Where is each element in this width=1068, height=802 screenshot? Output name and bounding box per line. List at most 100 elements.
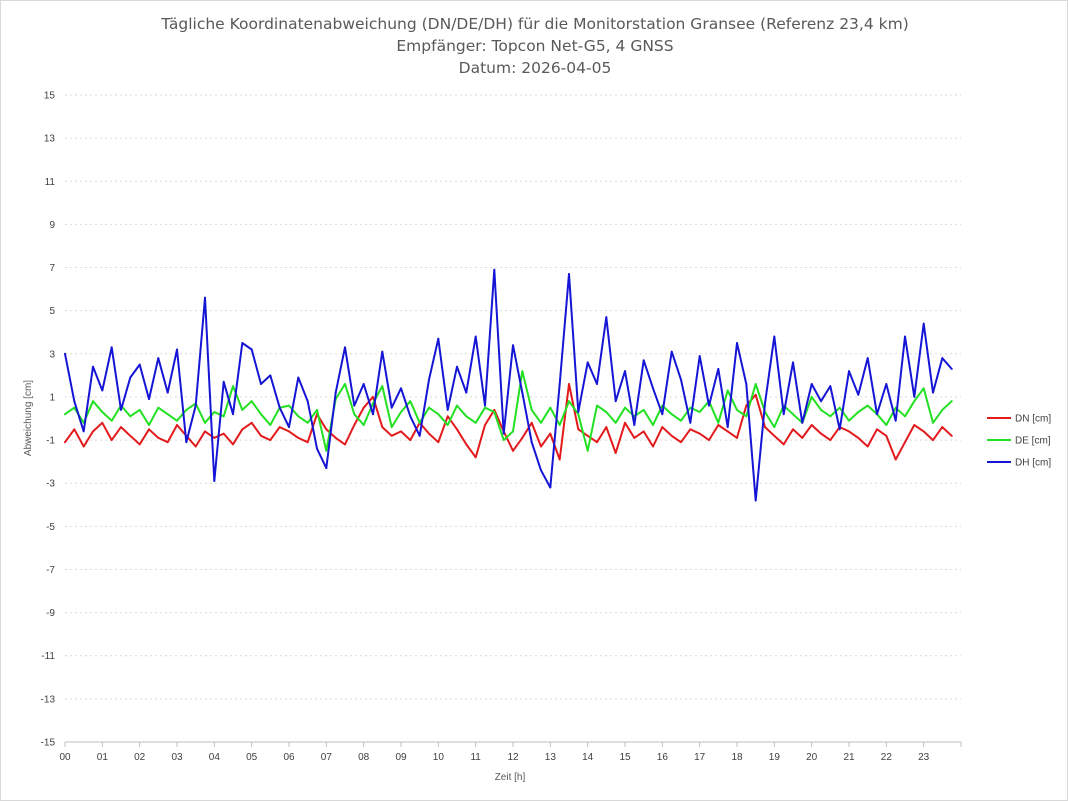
- data-point: [456, 428, 458, 431]
- data-point: [260, 434, 262, 437]
- data-point: [745, 383, 748, 385]
- data-point: [213, 480, 216, 482]
- data-point: [661, 413, 664, 416]
- data-point: [120, 409, 122, 411]
- data-point: [904, 441, 906, 444]
- data-point: [754, 499, 757, 502]
- x-tick-label: 19: [769, 752, 781, 763]
- data-point: [288, 430, 290, 433]
- x-tick-label: 10: [433, 752, 445, 763]
- data-point: [941, 409, 944, 411]
- data-point: [92, 400, 94, 403]
- data-point: [390, 434, 393, 437]
- data-point: [474, 335, 477, 338]
- data-point: [950, 400, 953, 403]
- data-point: [558, 424, 561, 426]
- data-point: [428, 378, 430, 381]
- data-point: [334, 437, 337, 439]
- chart-title-line-1: Tägliche Koordinatenabweichung (DN/DE/DH…: [160, 15, 909, 33]
- data-point: [129, 415, 132, 418]
- y-tick-label: 13: [44, 134, 56, 145]
- data-point: [474, 456, 477, 459]
- data-point: [652, 387, 654, 390]
- y-axis-title: Abweichung [cm]: [23, 380, 34, 456]
- data-point: [316, 447, 318, 450]
- data-point: [857, 437, 860, 439]
- y-tick-label: 15: [44, 91, 56, 102]
- data-point: [213, 437, 216, 439]
- data-point: [726, 389, 729, 392]
- data-point: [381, 350, 384, 353]
- data-point: [204, 430, 206, 433]
- data-point: [278, 426, 281, 428]
- data-point: [820, 400, 822, 403]
- data-point: [418, 434, 421, 437]
- data-point: [894, 458, 897, 461]
- data-point: [390, 406, 393, 409]
- data-point: [530, 421, 533, 424]
- data-point: [792, 428, 794, 431]
- data-point: [820, 409, 822, 411]
- data-point: [148, 428, 150, 431]
- data-point: [381, 426, 384, 428]
- data-point: [932, 421, 934, 424]
- data-point: [577, 428, 580, 431]
- y-tick-label: 7: [49, 263, 55, 274]
- x-tick-label: 18: [731, 752, 743, 763]
- series-layer: [64, 268, 953, 502]
- data-point: [148, 398, 150, 400]
- data-point: [848, 430, 850, 433]
- data-point: [362, 406, 365, 409]
- data-point: [129, 376, 132, 379]
- data-point: [101, 389, 104, 392]
- x-tick-label: 06: [283, 752, 295, 763]
- x-tick-label: 01: [97, 752, 109, 763]
- series-line: [64, 268, 953, 502]
- data-point: [568, 383, 570, 385]
- data-point: [624, 406, 626, 409]
- data-point: [512, 430, 514, 433]
- data-point: [166, 441, 169, 444]
- y-tick-label: -3: [46, 479, 55, 490]
- y-tick-label: 9: [49, 220, 55, 231]
- data-point: [885, 434, 888, 437]
- data-point: [680, 441, 682, 444]
- data-point: [372, 413, 374, 416]
- y-tick-label: -11: [41, 651, 55, 662]
- data-point: [353, 413, 356, 416]
- x-tick-label: 09: [395, 752, 407, 763]
- data-point: [92, 365, 94, 368]
- data-point: [110, 439, 113, 441]
- data-point: [269, 374, 272, 377]
- data-point: [568, 400, 570, 403]
- data-point: [241, 428, 244, 431]
- data-point: [232, 413, 234, 416]
- x-tick-label: 00: [59, 752, 71, 763]
- data-point: [689, 428, 692, 431]
- data-point: [185, 441, 188, 444]
- data-point: [446, 415, 449, 418]
- chart-title-line-3: Datum: 2026-04-05: [459, 59, 612, 77]
- data-point: [950, 434, 953, 437]
- y-tick-label: -15: [41, 738, 56, 749]
- data-point: [138, 409, 141, 411]
- data-point: [736, 342, 738, 344]
- data-point: [624, 421, 626, 424]
- data-point: [288, 426, 290, 428]
- x-tick-label: 15: [619, 752, 631, 763]
- data-point: [670, 434, 673, 437]
- data-point: [390, 426, 393, 428]
- data-point: [194, 445, 197, 448]
- data-point: [521, 437, 524, 439]
- data-point: [838, 406, 841, 409]
- data-point: [745, 404, 748, 407]
- data-point: [409, 439, 412, 441]
- data-point: [400, 411, 402, 413]
- legend-label: DN [cm]: [1015, 414, 1051, 425]
- data-point: [129, 434, 132, 437]
- chart-title: Tägliche Koordinatenabweichung (DN/DE/DH…: [160, 15, 909, 77]
- data-point: [801, 421, 804, 424]
- data-point: [325, 428, 328, 431]
- data-point: [372, 402, 374, 405]
- data-point: [521, 391, 524, 394]
